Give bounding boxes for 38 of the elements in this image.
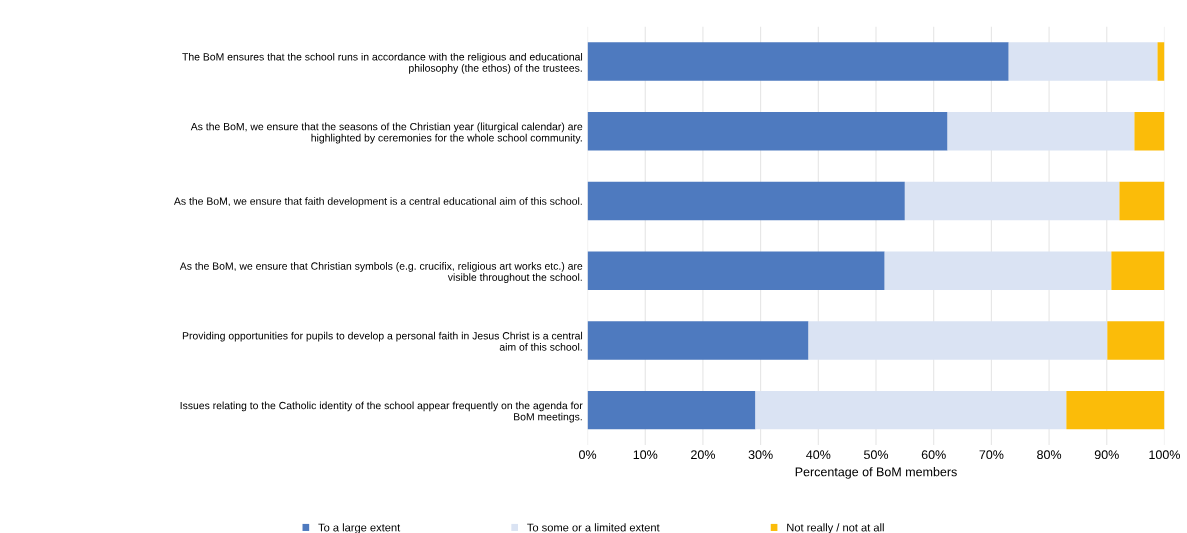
x-tick-label: 90% — [1094, 450, 1119, 460]
y-tick-label: As the BoM, we ensure that the seasons of the Christian year (liturgical calendar) are highlighted by ceremonies for the whole school community. — [190, 122, 583, 144]
bar — [587, 251, 885, 290]
bar — [587, 112, 948, 151]
x-tick-label: 60% — [921, 450, 946, 460]
bar — [1134, 112, 1165, 151]
legend-label: To a large extent — [318, 523, 401, 533]
bar — [1107, 321, 1165, 360]
x-tick-label: 40% — [806, 450, 831, 460]
bar — [587, 181, 905, 221]
bar — [755, 391, 1067, 430]
bar — [947, 112, 1135, 151]
x-tick-label: 50% — [864, 450, 889, 460]
y-tick-label: The BoM ensures that the school runs in accordance with the religious and educational philosophy (the ethos) of the trustees. — [182, 52, 583, 74]
bar — [1119, 181, 1165, 221]
x-tick-label: 30% — [748, 450, 773, 460]
bar — [587, 321, 809, 360]
x-tick-label: 10% — [633, 450, 658, 460]
bar — [587, 391, 756, 430]
y-tick-label: As the BoM, we ensure that faith development is a central educational aim of this school. — [173, 197, 582, 207]
bar — [1066, 391, 1165, 430]
x-tick-label: 70% — [979, 450, 1004, 460]
x-tick-label: 20% — [691, 450, 716, 460]
bar — [1008, 42, 1158, 81]
bar — [884, 251, 1112, 290]
y-tick-label: As the BoM, we ensure that Christian symbols (e.g. crucifix, religious art works etc.) are visible throughout the school. — [179, 262, 583, 284]
x-tick-label: 0% — [579, 450, 597, 460]
legend-label: To some or a limited extent — [527, 523, 660, 532]
bar — [808, 321, 1108, 360]
x-tick-label: 100% — [1149, 450, 1180, 460]
y-tick-label: Providing opportunities for pupils to develop a personal faith in Jesus Christ is a central aim of this school. — [182, 331, 583, 351]
bar — [587, 42, 1009, 81]
x-tick-label: 80% — [1037, 450, 1062, 460]
legend-label: Not really / not at all — [787, 523, 884, 533]
bar — [904, 181, 1120, 221]
x-axis-title: Percentage of BoM members — [795, 467, 957, 479]
y-tick-label: Issues relating to the Catholic identity of the school appear frequently on the agenda for BoM meetings. — [180, 401, 583, 423]
bar — [1111, 251, 1165, 290]
